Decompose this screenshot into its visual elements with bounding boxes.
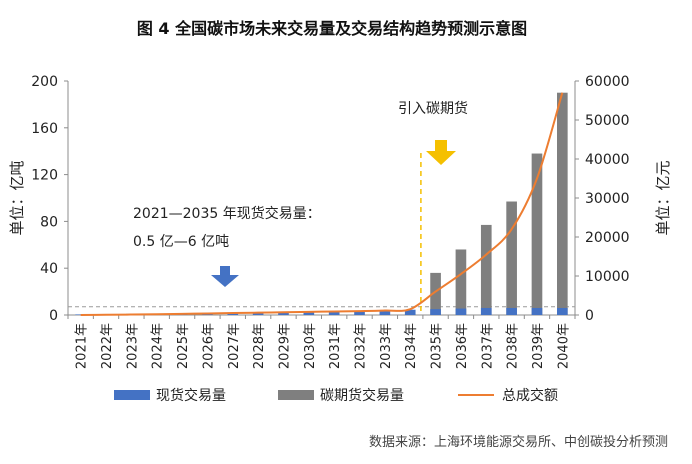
futures-bar xyxy=(455,249,467,315)
x-tick-label: 2037年 xyxy=(480,323,495,369)
legend-swatch-spot xyxy=(114,390,150,400)
futures-bar xyxy=(506,201,517,315)
futures-down-arrow-icon xyxy=(426,140,456,165)
x-tick-label: 2039年 xyxy=(531,323,546,369)
spot-bar xyxy=(430,309,441,315)
left-tick-label: 120 xyxy=(31,168,58,184)
chart-title: 图 4 全国碳市场未来交易量及交易结构趋势预测示意图 xyxy=(137,19,527,38)
x-tick-label: 2022年 xyxy=(100,323,115,369)
spot-bar xyxy=(379,310,391,315)
left-tick-label: 160 xyxy=(31,121,58,137)
x-tick-label: 2026年 xyxy=(201,323,216,369)
spot-annotation-line2: 0.5 亿—6 亿吨 xyxy=(133,234,229,250)
right-tick-label: 50000 xyxy=(585,113,630,129)
down-arrow-icon xyxy=(211,266,239,287)
x-tick-label: 2038年 xyxy=(506,323,521,369)
futures-annotation: 引入碳期货 xyxy=(398,100,468,117)
spot-bar xyxy=(531,307,543,315)
spot-bar xyxy=(328,311,340,315)
x-tick-label: 2024年 xyxy=(151,323,166,369)
futures-bar xyxy=(531,153,543,315)
axes: 0 40 80 120 160 200 0 10000 20000 30000 40000 50000… xyxy=(8,74,672,369)
right-axis-title: 单位：亿元 xyxy=(654,160,672,235)
spot-annotation-box xyxy=(120,196,330,256)
x-tick-label: 2030年 xyxy=(303,323,318,369)
spot-bar xyxy=(557,307,568,315)
annotations: 2021—2035 年现货交易量： 0.5 亿—6 亿吨 引入碳期货 xyxy=(120,100,468,287)
legend-label-futures: 碳期货交易量 xyxy=(320,387,404,404)
x-tick-label: 2023年 xyxy=(125,323,140,369)
right-tick-label: 40000 xyxy=(585,152,630,168)
legend: 现货交易量 碳期货交易量 总成交额 xyxy=(114,387,558,404)
spot-bar xyxy=(354,310,365,315)
x-tick-label: 2035年 xyxy=(430,323,445,369)
spot-annotation-line1: 2021—2035 年现货交易量： xyxy=(133,205,321,222)
source-note: 数据来源：上海环境能源交易所、中创碳投分析预测 xyxy=(369,434,668,450)
x-tick-label: 2027年 xyxy=(227,323,242,369)
total-line xyxy=(80,92,564,316)
x-tick-label: 2021年 xyxy=(75,323,90,369)
total-line-path xyxy=(80,92,564,316)
x-tick-label: 2033年 xyxy=(379,323,394,369)
spot-bar xyxy=(278,311,289,315)
right-tick-label: 10000 xyxy=(585,269,630,285)
legend-label-total: 总成交额 xyxy=(502,387,558,404)
spot-bar xyxy=(480,307,492,315)
legend-swatch-futures xyxy=(278,390,314,400)
x-tick-label: 2029年 xyxy=(277,323,292,369)
futures-bar xyxy=(480,224,492,315)
left-tick-label: 80 xyxy=(40,214,58,230)
x-tick-label: 2028年 xyxy=(252,323,267,369)
spot-bar xyxy=(455,308,467,315)
x-tick-label: 2032年 xyxy=(354,323,369,369)
x-tick-label: 2036年 xyxy=(455,323,470,369)
spot-bar xyxy=(303,311,315,315)
spot-bar xyxy=(506,307,517,315)
futures-bar xyxy=(557,92,568,315)
x-tick-label: 2034年 xyxy=(404,323,419,369)
right-tick-label: 20000 xyxy=(585,230,630,246)
x-tick-label: 2031年 xyxy=(328,323,343,369)
x-tick-label: 2025年 xyxy=(176,323,191,369)
futures-bar xyxy=(430,272,441,315)
left-axis-title: 单位：亿吨 xyxy=(8,160,26,235)
left-tick-label: 200 xyxy=(31,74,58,90)
left-tick-label: 40 xyxy=(40,261,58,277)
right-tick-label: 0 xyxy=(585,308,594,324)
left-tick-label: 0 xyxy=(49,308,58,324)
x-tick-label: 2040年 xyxy=(556,323,571,369)
right-tick-label: 60000 xyxy=(585,74,630,90)
right-tick-label: 30000 xyxy=(585,191,630,207)
legend-label-spot: 现货交易量 xyxy=(156,387,226,404)
spot-bar xyxy=(404,309,416,315)
